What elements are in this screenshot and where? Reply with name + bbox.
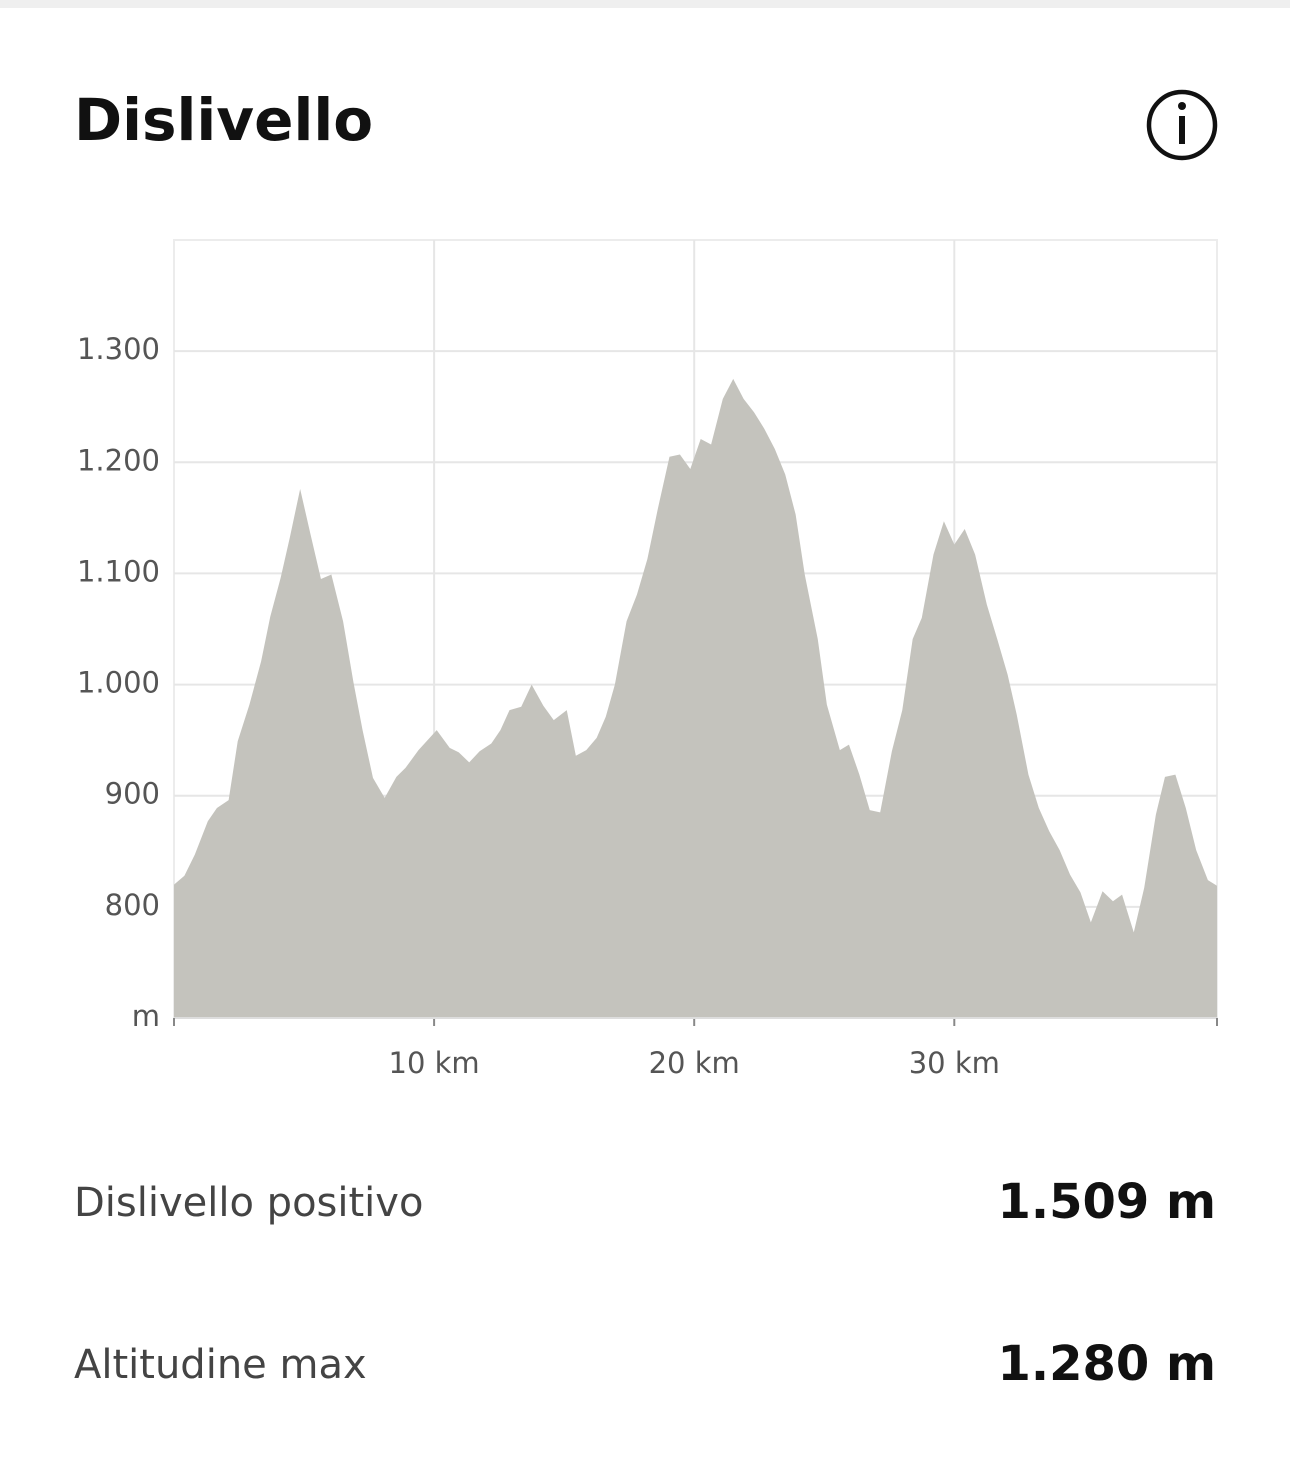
y-tick-label: 900 xyxy=(105,777,160,811)
stat-value: 1.509 m xyxy=(997,1174,1216,1230)
top-strip xyxy=(0,0,1290,8)
info-circle xyxy=(1146,89,1218,161)
info-dot xyxy=(1178,102,1186,110)
x-tick-label: 10 km xyxy=(389,1046,480,1080)
y-tick-label: m xyxy=(132,999,160,1033)
y-tick-label: 800 xyxy=(105,888,160,922)
y-tick-label: 1.100 xyxy=(77,554,160,588)
chart: m 800 900 1.000 1.100 1.200 1.300 10 km 20 km 30 … xyxy=(77,239,1218,1080)
info-stem xyxy=(1179,116,1185,144)
y-tick-label: 1.200 xyxy=(77,443,160,477)
title: Dislivello xyxy=(74,86,373,154)
elevation-area xyxy=(174,378,1217,1018)
info-button[interactable] xyxy=(1146,89,1218,161)
y-tick-label: 1.300 xyxy=(77,332,160,366)
stat-value: 1.280 m xyxy=(997,1336,1216,1392)
y-tick-label: 1.000 xyxy=(77,666,160,700)
x-tick-label: 20 km xyxy=(649,1046,740,1080)
stat-label: Dislivello positivo xyxy=(74,1180,423,1226)
x-tick-label: 30 km xyxy=(909,1046,1000,1080)
stat-label: Altitudine max xyxy=(74,1342,367,1388)
